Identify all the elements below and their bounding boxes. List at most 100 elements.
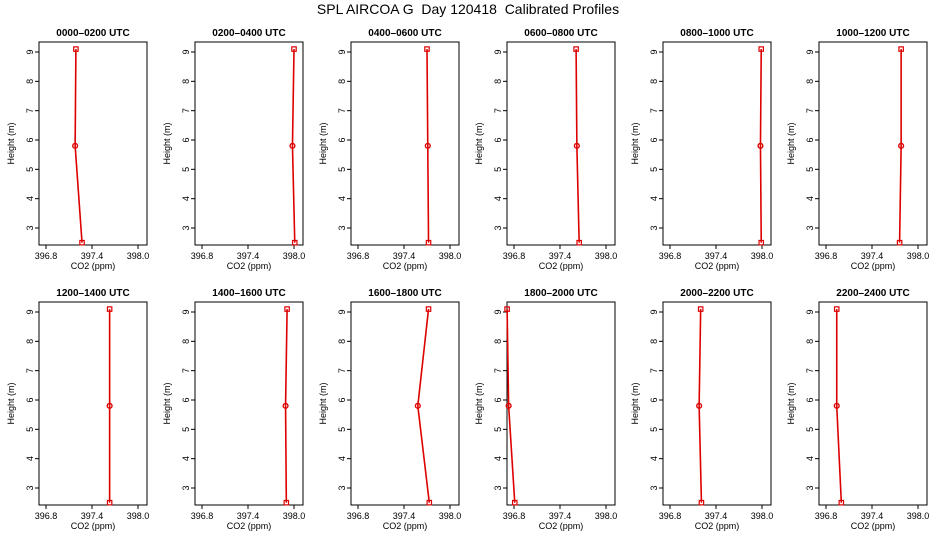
y-tick-label: 7 bbox=[181, 368, 191, 373]
data-point bbox=[505, 402, 512, 409]
data-point bbox=[698, 499, 705, 506]
data-point bbox=[73, 46, 79, 52]
y-tick-label: 9 bbox=[337, 49, 347, 54]
x-tick-label: 398.0 bbox=[439, 511, 462, 521]
y-tick-label: 9 bbox=[493, 49, 503, 54]
data-point bbox=[289, 142, 296, 149]
plot-frame bbox=[194, 41, 304, 246]
y-tick-label: 9 bbox=[181, 309, 191, 314]
x-tick-label: 398.0 bbox=[283, 251, 306, 261]
x-tick-label: 397.4 bbox=[393, 251, 416, 261]
y-tick-label: 5 bbox=[493, 167, 503, 172]
panel-title: 1400–1600 UTC bbox=[212, 288, 285, 299]
y-tick-label: 7 bbox=[805, 108, 815, 113]
x-axis-label: CO2 (ppm) bbox=[695, 521, 740, 531]
y-tick-label: 9 bbox=[649, 49, 659, 54]
y-tick-label: 4 bbox=[337, 456, 347, 461]
x-tick-label: 398.0 bbox=[907, 511, 930, 521]
y-tick-label: 7 bbox=[493, 108, 503, 113]
y-tick-label: 4 bbox=[805, 456, 815, 461]
y-tick-label: 8 bbox=[493, 339, 503, 344]
data-point bbox=[758, 239, 765, 246]
y-tick-label: 4 bbox=[493, 196, 503, 201]
x-tick-label: 396.8 bbox=[815, 251, 838, 261]
page-title: SPL AIRCOA G Day 120418 Calibrated Profi… bbox=[316, 1, 620, 17]
y-tick-label: 3 bbox=[493, 485, 503, 490]
panel-title: 1800–2000 UTC bbox=[524, 288, 597, 299]
plot-frame bbox=[38, 41, 148, 246]
co2-profile-line bbox=[416, 308, 431, 503]
y-tick-label: 8 bbox=[649, 79, 659, 84]
y-tick-label: 6 bbox=[25, 397, 35, 402]
y-tick-label: 5 bbox=[805, 427, 815, 432]
panel-title: 1600–1800 UTC bbox=[368, 288, 441, 299]
y-tick-label: 6 bbox=[805, 397, 815, 402]
y-tick-label: 3 bbox=[805, 225, 815, 230]
y-tick-label: 4 bbox=[649, 456, 659, 461]
y-tick-label: 8 bbox=[805, 79, 815, 84]
x-tick-label: 396.8 bbox=[659, 251, 682, 261]
data-point bbox=[106, 306, 113, 312]
x-tick-label: 397.4 bbox=[81, 511, 104, 521]
x-axis-label: CO2 (ppm) bbox=[539, 261, 584, 271]
data-point bbox=[696, 402, 703, 409]
data-point bbox=[758, 46, 765, 52]
y-tick-label: 3 bbox=[337, 485, 347, 490]
y-tick-label: 3 bbox=[181, 225, 191, 230]
plot-frame bbox=[818, 41, 928, 246]
y-tick-label: 6 bbox=[493, 137, 503, 142]
x-tick-label: 397.4 bbox=[237, 511, 260, 521]
data-point bbox=[282, 402, 289, 409]
y-tick-label: 6 bbox=[649, 397, 659, 402]
y-tick-label: 6 bbox=[493, 397, 503, 402]
data-point bbox=[573, 142, 580, 149]
y-axis-label: Height (m) bbox=[6, 122, 16, 164]
y-tick-label: 7 bbox=[649, 108, 659, 113]
x-tick-label: 397.4 bbox=[237, 251, 260, 261]
panel-title: 2000–2200 UTC bbox=[680, 288, 753, 299]
y-tick-label: 9 bbox=[649, 309, 659, 314]
x-tick-label: 398.0 bbox=[127, 511, 150, 521]
y-tick-label: 8 bbox=[337, 339, 347, 344]
panel-title: 1000–1200 UTC bbox=[836, 28, 909, 39]
data-point bbox=[833, 402, 840, 409]
x-axis-label: CO2 (ppm) bbox=[539, 521, 584, 531]
panel-title: 0000–0200 UTC bbox=[56, 28, 129, 39]
data-point bbox=[576, 239, 582, 246]
data-point bbox=[898, 142, 905, 149]
y-tick-label: 5 bbox=[181, 167, 191, 172]
co2-profile-line bbox=[898, 49, 902, 243]
y-tick-label: 9 bbox=[181, 49, 191, 54]
panel-title: 2200–2400 UTC bbox=[836, 288, 909, 299]
y-tick-label: 8 bbox=[25, 79, 35, 84]
panel-title: 0400–0600 UTC bbox=[368, 28, 441, 39]
y-tick-label: 8 bbox=[805, 339, 815, 344]
x-axis-label: CO2 (ppm) bbox=[851, 261, 896, 271]
y-tick-label: 7 bbox=[493, 368, 503, 373]
data-point bbox=[838, 499, 845, 506]
data-point bbox=[757, 142, 764, 149]
y-tick-label: 8 bbox=[181, 79, 191, 84]
co2-profile-line bbox=[284, 309, 288, 503]
x-axis-label: CO2 (ppm) bbox=[71, 521, 116, 531]
panel-title: 0600–0800 UTC bbox=[524, 28, 597, 39]
data-point bbox=[106, 402, 113, 409]
y-tick-label: 5 bbox=[337, 167, 347, 172]
co2-profile-line bbox=[291, 49, 296, 243]
x-tick-label: 398.0 bbox=[751, 251, 774, 261]
y-tick-label: 4 bbox=[181, 456, 191, 461]
y-tick-label: 7 bbox=[337, 108, 347, 113]
data-point bbox=[424, 46, 430, 52]
x-tick-label: 396.8 bbox=[347, 251, 370, 261]
x-tick-label: 397.4 bbox=[393, 511, 416, 521]
y-tick-label: 5 bbox=[649, 167, 659, 172]
co2-profile-line bbox=[835, 309, 843, 503]
data-point bbox=[283, 499, 290, 506]
data-point bbox=[284, 306, 290, 312]
y-axis-label: Height (m) bbox=[630, 382, 640, 424]
data-point bbox=[896, 239, 903, 246]
y-axis-label: Height (m) bbox=[6, 382, 16, 424]
x-tick-label: 397.4 bbox=[549, 511, 572, 521]
y-tick-label: 6 bbox=[337, 397, 347, 402]
